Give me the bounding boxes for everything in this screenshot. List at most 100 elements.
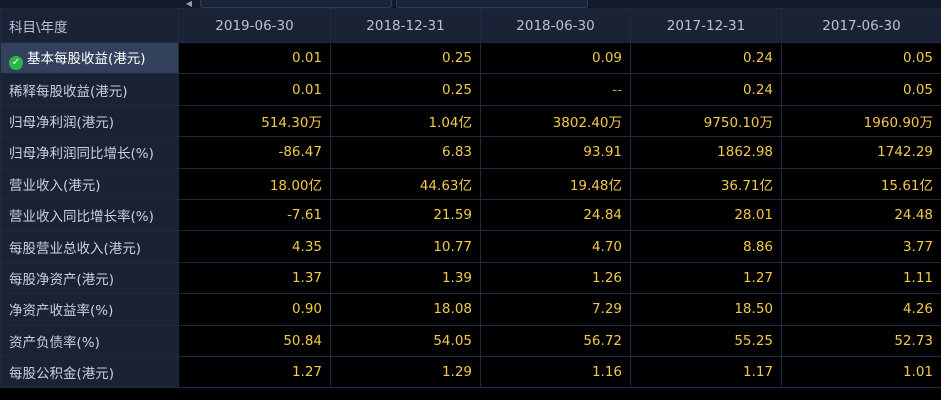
row-label: 每股营业总收入(港元) bbox=[9, 240, 142, 257]
value-cell: 3.77 bbox=[781, 230, 941, 263]
value-cell: 10.77 bbox=[330, 230, 481, 263]
value-cell: 36.71亿 bbox=[630, 167, 782, 200]
value-cell: 0.25 bbox=[330, 41, 481, 75]
row-label-cell[interactable]: 稀释每股收益(港元) bbox=[0, 73, 179, 106]
value-cell: 3802.40万 bbox=[480, 104, 631, 138]
row-label-cell[interactable]: 资产负债率(%) bbox=[0, 324, 179, 357]
table-row[interactable]: 归母净利润同比增长(%) -86.47 6.83 93.91 1862.98 1742.2… bbox=[0, 136, 941, 169]
table-row[interactable]: 每股营业总收入(港元) 4.35 10.77 4.70 8.86 3.77 bbox=[0, 230, 941, 263]
value-cell: 24.48 bbox=[781, 198, 941, 232]
check-icon: ✓ bbox=[9, 55, 23, 70]
value-cell: 1742.29 bbox=[781, 136, 941, 169]
table-row[interactable]: 每股公积金(港元) 1.27 1.29 1.16 1.17 1.01 bbox=[0, 355, 941, 389]
column-header[interactable]: 2017-06-30 bbox=[781, 8, 941, 43]
toolbar-tab[interactable] bbox=[396, 0, 588, 8]
value-cell: 18.00亿 bbox=[178, 167, 331, 200]
row-label: 净资产收益率(%) bbox=[9, 303, 114, 320]
row-label: 基本每股收益(港元) bbox=[27, 50, 146, 67]
value-cell: 1.16 bbox=[480, 355, 631, 389]
value-cell: 4.26 bbox=[781, 293, 941, 326]
row-label: 营业收入(港元) bbox=[9, 177, 101, 194]
corner-header: 科目\年度 bbox=[0, 8, 179, 43]
table-row[interactable]: 营业收入同比增长率(%) -7.61 21.59 24.84 28.01 24.48 bbox=[0, 198, 941, 232]
value-cell: 28.01 bbox=[630, 198, 782, 232]
row-label-cell[interactable]: ✓ 基本每股收益(港元) bbox=[0, 41, 179, 75]
value-cell: 1.11 bbox=[781, 261, 941, 295]
toolbar-tab[interactable] bbox=[200, 0, 392, 8]
row-label-cell[interactable]: 净资产收益率(%) bbox=[0, 293, 179, 326]
top-toolbar-strip: ◀ bbox=[0, 0, 941, 8]
row-label: 每股公积金(港元) bbox=[9, 366, 115, 383]
value-cell: 0.24 bbox=[630, 73, 782, 106]
value-cell: 9750.10万 bbox=[630, 104, 782, 138]
value-cell: 1.27 bbox=[630, 261, 782, 295]
value-cell: 0.05 bbox=[781, 41, 941, 75]
value-cell: 1.04亿 bbox=[330, 104, 481, 138]
value-cell: 19.48亿 bbox=[480, 167, 631, 200]
value-cell: 56.72 bbox=[480, 324, 631, 357]
value-cell: 1960.90万 bbox=[781, 104, 941, 138]
value-cell: 8.86 bbox=[630, 230, 782, 263]
value-cell: 4.35 bbox=[178, 230, 331, 263]
table-row[interactable]: 净资产收益率(%) 0.90 18.08 7.29 18.50 4.26 bbox=[0, 293, 941, 326]
table-row[interactable]: 资产负债率(%) 50.84 54.05 56.72 55.25 52.73 bbox=[0, 324, 941, 357]
row-label-cell[interactable]: 归母净利润(港元) bbox=[0, 104, 179, 138]
row-label: 归母净利润(港元) bbox=[9, 114, 115, 131]
value-cell: 4.70 bbox=[480, 230, 631, 263]
table-row[interactable]: 稀释每股收益(港元) 0.01 0.25 -- 0.24 0.05 bbox=[0, 73, 941, 106]
value-cell: 44.63亿 bbox=[330, 167, 481, 200]
row-label: 每股净资产(港元) bbox=[9, 271, 115, 288]
row-label-cell[interactable]: 营业收入(港元) bbox=[0, 167, 179, 200]
row-label-cell[interactable]: 归母净利润同比增长(%) bbox=[0, 136, 179, 169]
row-label: 资产负债率(%) bbox=[9, 334, 100, 351]
financial-indicators-table: 科目\年度 2019-06-30 2018-12-31 2018-06-30 2… bbox=[0, 8, 941, 389]
value-cell: 0.09 bbox=[480, 41, 631, 75]
value-cell: 1862.98 bbox=[630, 136, 782, 169]
value-cell: -7.61 bbox=[178, 198, 331, 232]
value-cell: 24.84 bbox=[480, 198, 631, 232]
scroll-left-icon[interactable]: ◀ bbox=[185, 0, 193, 8]
table-row[interactable]: ✓ 基本每股收益(港元) 0.01 0.25 0.09 0.24 0.05 bbox=[0, 41, 941, 75]
value-cell: 1.27 bbox=[178, 355, 331, 389]
value-cell: 0.25 bbox=[330, 73, 481, 106]
value-cell: 93.91 bbox=[480, 136, 631, 169]
value-cell: -- bbox=[480, 73, 631, 106]
column-header[interactable]: 2019-06-30 bbox=[178, 8, 331, 43]
row-label-cell[interactable]: 每股公积金(港元) bbox=[0, 355, 179, 389]
value-cell: 514.30万 bbox=[178, 104, 331, 138]
value-cell: 52.73 bbox=[781, 324, 941, 357]
value-cell: 15.61亿 bbox=[781, 167, 941, 200]
value-cell: 55.25 bbox=[630, 324, 782, 357]
table-header-row: 科目\年度 2019-06-30 2018-12-31 2018-06-30 2… bbox=[0, 8, 941, 43]
value-cell: 0.01 bbox=[178, 73, 331, 106]
value-cell: 7.29 bbox=[480, 293, 631, 326]
value-cell: 6.83 bbox=[330, 136, 481, 169]
value-cell: 0.24 bbox=[630, 41, 782, 75]
table-row[interactable]: 每股净资产(港元) 1.37 1.39 1.26 1.27 1.11 bbox=[0, 261, 941, 295]
value-cell: 1.01 bbox=[781, 355, 941, 389]
value-cell: 0.01 bbox=[178, 41, 331, 75]
value-cell: 21.59 bbox=[330, 198, 481, 232]
value-cell: 18.08 bbox=[330, 293, 481, 326]
table-row[interactable]: 归母净利润(港元) 514.30万 1.04亿 3802.40万 9750.10万 196… bbox=[0, 104, 941, 138]
row-label-cell[interactable]: 每股营业总收入(港元) bbox=[0, 230, 179, 263]
row-label: 归母净利润同比增长(%) bbox=[9, 146, 154, 163]
column-header[interactable]: 2018-12-31 bbox=[330, 8, 481, 43]
value-cell: 1.17 bbox=[630, 355, 782, 389]
value-cell: 54.05 bbox=[330, 324, 481, 357]
value-cell: 1.39 bbox=[330, 261, 481, 295]
row-label: 营业收入同比增长率(%) bbox=[9, 209, 154, 226]
value-cell: -86.47 bbox=[178, 136, 331, 169]
value-cell: 0.05 bbox=[781, 73, 941, 106]
column-header[interactable]: 2017-12-31 bbox=[630, 8, 782, 43]
row-label: 稀释每股收益(港元) bbox=[9, 83, 128, 100]
value-cell: 50.84 bbox=[178, 324, 331, 357]
value-cell: 1.37 bbox=[178, 261, 331, 295]
table-row[interactable]: 营业收入(港元) 18.00亿 44.63亿 19.48亿 36.71亿 15.61亿 bbox=[0, 167, 941, 200]
value-cell: 1.29 bbox=[330, 355, 481, 389]
value-cell: 0.90 bbox=[178, 293, 331, 326]
column-header[interactable]: 2018-06-30 bbox=[480, 8, 631, 43]
row-label-cell[interactable]: 营业收入同比增长率(%) bbox=[0, 198, 179, 232]
value-cell: 18.50 bbox=[630, 293, 782, 326]
row-label-cell[interactable]: 每股净资产(港元) bbox=[0, 261, 179, 295]
